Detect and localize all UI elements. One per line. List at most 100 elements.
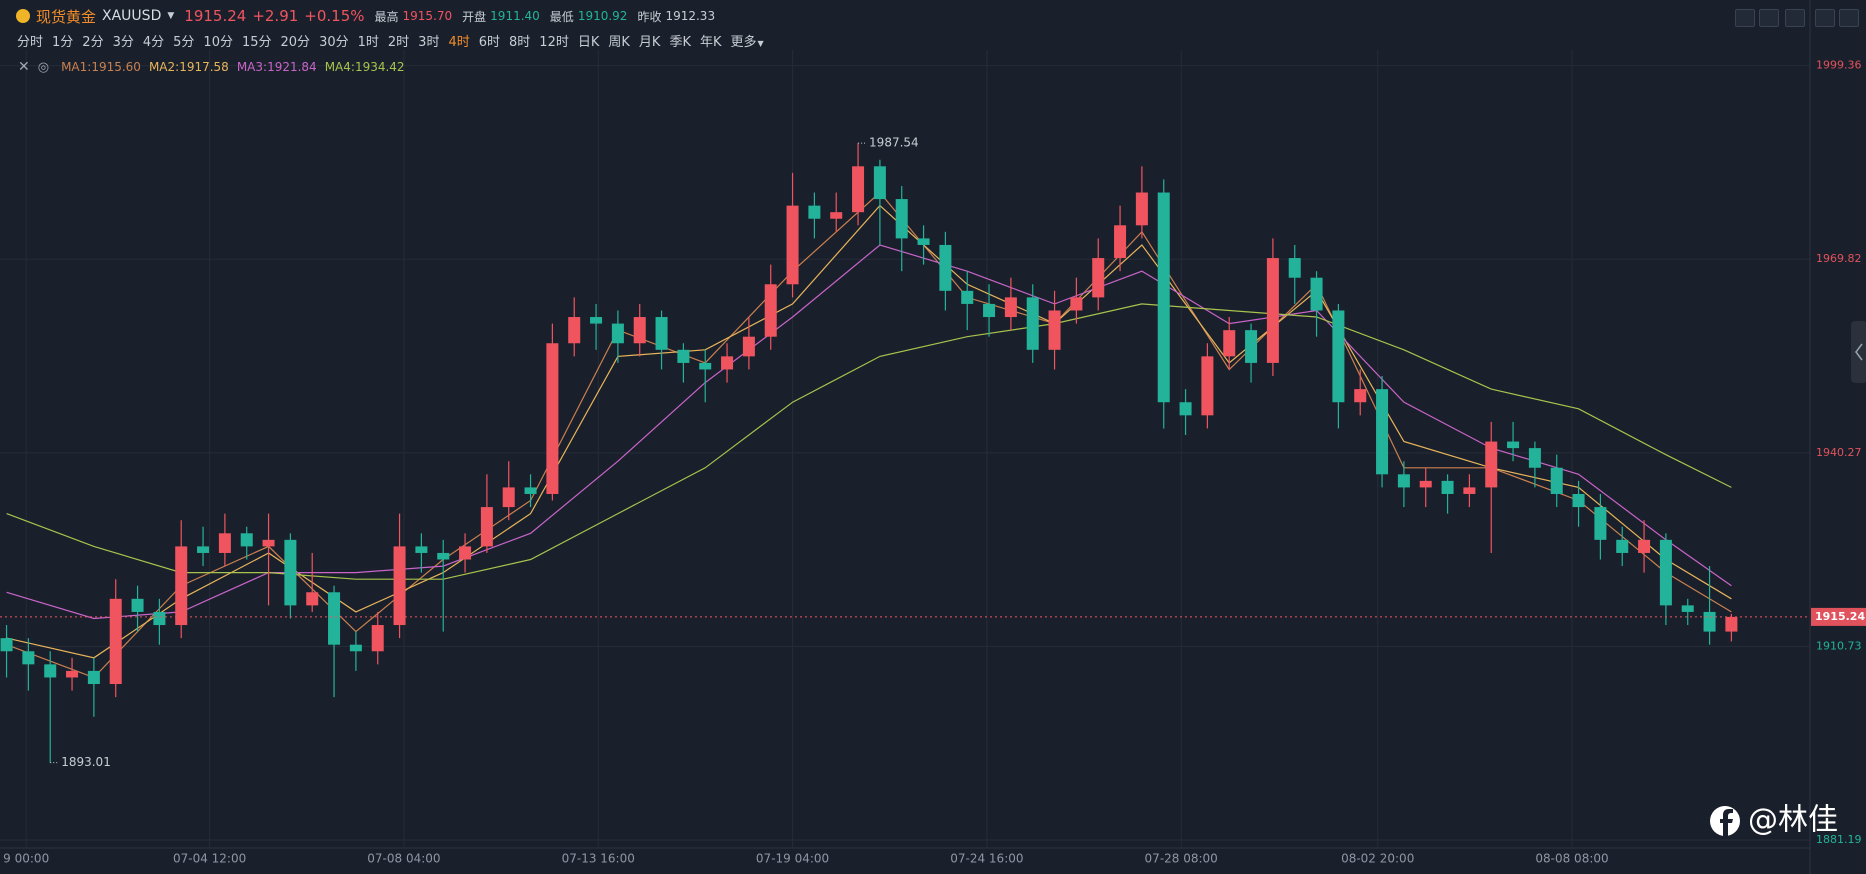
candle-body: [22, 651, 35, 665]
candle-body: [1026, 297, 1039, 350]
period-option[interactable]: 6时: [478, 34, 501, 50]
period-option[interactable]: 4时: [448, 34, 470, 50]
candle-body: [546, 343, 559, 494]
side-panel-toggle[interactable]: [1851, 321, 1866, 383]
candle-body: [633, 317, 646, 344]
candle-body: [1004, 297, 1017, 318]
tool-button[interactable]: [1759, 9, 1779, 27]
period-option[interactable]: 10分: [203, 34, 233, 50]
candle-body: [1550, 467, 1563, 494]
last-price: 1915.24: [184, 7, 247, 25]
period-option[interactable]: 20分: [280, 34, 311, 50]
symbol-dropdown[interactable]: ▼: [167, 11, 175, 21]
candle-body: [1397, 474, 1410, 488]
candle-body: [1485, 441, 1498, 488]
candle-body: [1288, 258, 1301, 278]
tool-button[interactable]: [1839, 9, 1859, 27]
side-panel-arrow: [1855, 343, 1863, 361]
candle-body: [1092, 258, 1105, 298]
period-bar: 分时 1分 2分 3分 4分 5分 10分 15分 20分 30分 1时 2时 3时 4时 6时 8时 12时日…: [17, 30, 764, 50]
last-price-label: 1915.24: [1815, 610, 1865, 623]
tool-button[interactable]: [1735, 9, 1755, 27]
period-option[interactable]: 4分: [142, 34, 165, 50]
candle-body: [808, 205, 821, 219]
x-tick-label: 9 00:00: [3, 852, 49, 866]
close-indicator[interactable]: ✕: [18, 59, 30, 75]
y-tick-label: 1969.82: [1816, 252, 1862, 265]
period-option[interactable]: 5分: [173, 34, 195, 50]
candle-body: [1332, 310, 1345, 403]
period-option[interactable]: 更多▼: [730, 34, 764, 50]
period-option[interactable]: 1时: [357, 34, 379, 50]
candle-body: [1376, 389, 1389, 475]
period-option[interactable]: 8时: [509, 34, 531, 50]
period-option[interactable]: 周K: [608, 34, 630, 50]
candle-body: [1681, 605, 1694, 612]
period-option[interactable]: 年K: [699, 34, 722, 50]
labels: 1881.19 1910.73 1940.27 1969.82 1999.36 9 00:…: [0, 59, 1866, 866]
candle-body: [349, 644, 362, 652]
period-option[interactable]: 30分: [319, 34, 349, 50]
candle-body: [1507, 441, 1520, 449]
period-option[interactable]: 15分: [241, 34, 272, 50]
candle-body: [1135, 192, 1148, 226]
candle-body: [1223, 330, 1236, 357]
stat-value: 1915.70: [402, 9, 453, 23]
candle-body: [1594, 507, 1607, 540]
period-option[interactable]: 分时: [17, 34, 44, 50]
x-tick-label: 08-02 20:00: [1341, 852, 1414, 866]
instrument-symbol[interactable]: XAUUSD: [102, 8, 162, 24]
indicator-settings[interactable]: ◎: [37, 59, 50, 75]
candle-body: [677, 349, 690, 363]
candle-body: [0, 638, 13, 652]
candle-body: [1070, 297, 1083, 311]
candle-body: [524, 487, 537, 494]
candle-body: [1048, 310, 1061, 350]
x-tick-label: 07-28 08:00: [1145, 852, 1218, 866]
stat-label: 最低: [549, 9, 574, 24]
watermark: @林佳: [1748, 803, 1838, 838]
legend-entry: MA3:1921.84: [236, 60, 317, 74]
price-change: +2.91: [252, 7, 299, 25]
candle-body: [961, 290, 974, 304]
candle-body: [786, 205, 799, 285]
candle-body: [197, 546, 210, 553]
quote-header: 现货黄金 XAUUSD ▼ 1915.24 +2.91 +0.15% 最高 191…: [16, 6, 721, 26]
period-option[interactable]: 月K: [638, 34, 661, 50]
period-option[interactable]: 季K: [669, 34, 691, 50]
candle-body: [328, 592, 341, 645]
tool-button[interactable]: [1785, 9, 1805, 27]
period-option[interactable]: 2分: [82, 34, 104, 50]
candle-body: [1441, 480, 1454, 494]
legend-entry: MA1:1915.60: [61, 60, 141, 74]
period-option[interactable]: 3分: [112, 34, 134, 50]
period-option[interactable]: 12时: [539, 34, 569, 50]
candle-body: [1419, 480, 1432, 488]
x-tick-label: 07-04 12:00: [173, 852, 246, 866]
candle-body: [983, 303, 996, 318]
candle-body: [1528, 448, 1541, 468]
candle-body: [1266, 258, 1279, 363]
ma-line: [6, 244, 1732, 620]
period-option[interactable]: 3时: [418, 34, 440, 50]
candle-body: [699, 362, 712, 370]
period-option[interactable]: 1分: [52, 34, 74, 50]
candle-body: [502, 487, 515, 508]
indicator-legend: ✕ ◎ MA1:1915.60 MA2:1917.58 MA3:1921.84 MA4…: [18, 58, 405, 76]
candle-body: [1725, 616, 1738, 632]
candle-body: [109, 598, 122, 685]
candle-body: [917, 238, 930, 245]
stat-label: 最高: [374, 9, 399, 24]
period-option[interactable]: 2时: [387, 34, 410, 50]
x-tick-label: 08-08 08:00: [1535, 852, 1608, 866]
y-tick-label: 1940.27: [1816, 446, 1862, 459]
candle-body: [66, 670, 79, 678]
y-tick-label: 1881.19: [1816, 833, 1862, 846]
candle-body: [1703, 611, 1716, 632]
period-option[interactable]: 日K: [577, 34, 600, 50]
tool-button[interactable]: [1815, 9, 1835, 27]
low-label: 1893.01: [61, 755, 111, 769]
candle-body: [1354, 389, 1367, 403]
candle-body: [1310, 277, 1323, 311]
